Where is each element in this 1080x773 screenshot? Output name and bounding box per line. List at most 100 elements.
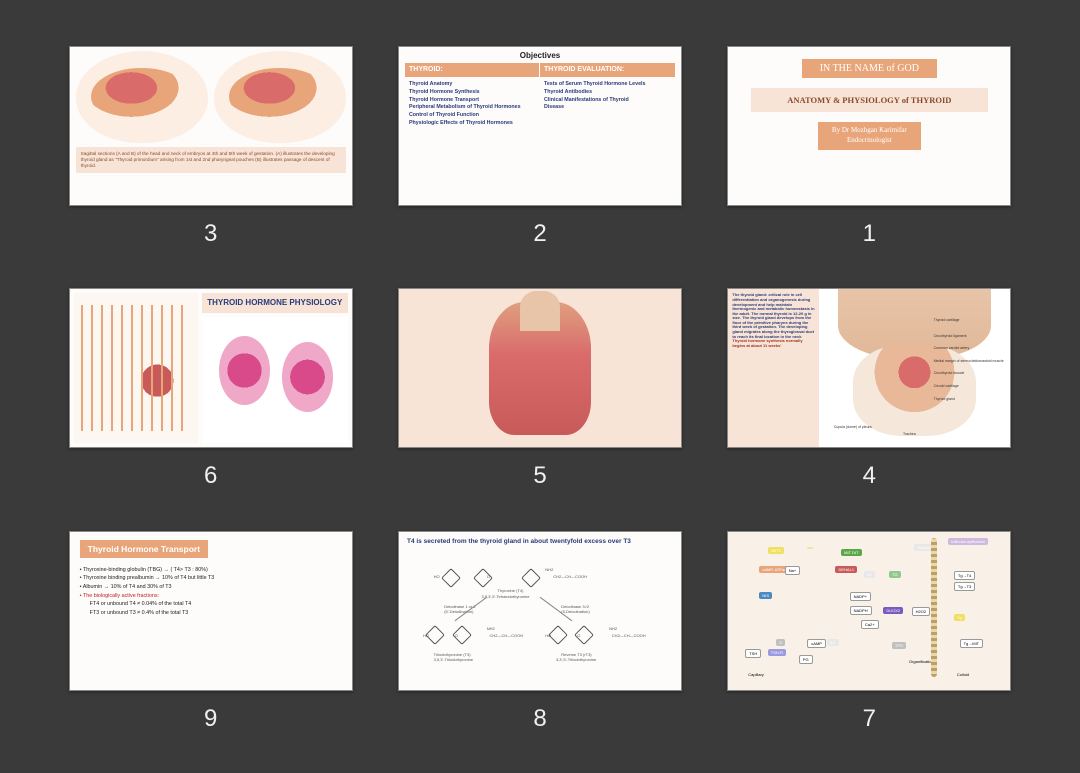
author-role: Endocrinologist (832, 136, 907, 146)
cell-7[interactable]: NKT1MIT DITDEHAL1HormonecAMP, ATPaseNa+N… (723, 531, 1016, 743)
pathway-box: follicular epithelium (948, 538, 988, 545)
cell-5[interactable]: 5 (393, 288, 686, 500)
slide6-right: THYROID HORMONE PHYSIOLOGY (202, 293, 348, 443)
cell-9[interactable]: Thyroid Hormone Transport Thyroxine-bind… (64, 531, 357, 743)
cell-2[interactable]: Objectives THYROID: THYROID EVALUATION: … (393, 46, 686, 258)
slide-number: 1 (863, 220, 876, 248)
list-item: Thyroxine-binding globulin (TBG) → ( T4>… (80, 566, 342, 575)
slide-number: 4 (863, 462, 876, 490)
slide-thumb-6: THYROID HORMONE PHYSIOLOGY (69, 288, 353, 448)
chem-label: CH2—CH—COOH (612, 633, 646, 638)
benzene-ring (441, 568, 461, 588)
list-item: Albumin → 10% of T4 and 30% of T3 (80, 583, 342, 592)
objectives-heading: Objectives (405, 51, 675, 60)
pathway-box: NIS (759, 592, 772, 599)
chem-label: Triiodothyronine (T3) (434, 652, 471, 657)
cell-3[interactable]: Sagittal sections (A and B) of the head … (64, 46, 357, 258)
pathway-box: cAMP (807, 639, 826, 648)
anatomy-label: Thyroid cartilage (934, 318, 960, 322)
chem-label: (5'-Deiodination) (444, 609, 473, 614)
cell-6[interactable]: THYROID HORMONE PHYSIOLOGY 6 (64, 288, 357, 500)
chem-label: 3,5,3',5'-Tetraiodothyronine (481, 594, 529, 599)
embryo-diagrams (76, 51, 346, 143)
slide-number: 6 (204, 462, 217, 490)
author-name: By Dr Mozhgan Karimifar (832, 126, 907, 136)
pathway-box: TG (889, 571, 901, 578)
author-block: By Dr Mozhgan Karimifar Endocrinologist (818, 122, 921, 150)
objectives-body: Thyroid Anatomy Thyroid Hormone Synthesi… (405, 77, 675, 131)
pathway-box: Capillary (745, 671, 767, 678)
pathway-box: NADP+ (850, 592, 871, 601)
slide-number: 2 (533, 220, 546, 248)
slide-number: 8 (533, 705, 546, 733)
pathway-box: AC (864, 571, 876, 578)
chem-label: Reverse T3 (rT3) (561, 652, 591, 657)
slide-number: 3 (204, 220, 217, 248)
slide-number: 7 (863, 705, 876, 733)
chem-label: (5-Deiodination) (561, 609, 589, 614)
slide6-title: THYROID HORMONE PHYSIOLOGY (202, 293, 348, 313)
cell-1[interactable]: IN THE NAME of GOD ANATOMY & PHYSIOLOGY … (723, 46, 1016, 258)
slide9-heading: Thyroid Hormone Transport (80, 540, 208, 558)
membrane-line (931, 538, 937, 677)
slide-thumb-3: Sagittal sections (A and B) of the head … (69, 46, 353, 206)
slide-thumb-5 (398, 288, 682, 448)
pathway-box: Tg→T3 (954, 582, 975, 591)
pathway-box: TSH (745, 649, 761, 658)
pathway-box: Tg→T4 (954, 571, 975, 580)
pathway-box: NADPH (850, 606, 872, 615)
pathway-box: Colloid (954, 671, 972, 678)
chem-label: HO (434, 574, 440, 579)
chemical-structures: HOONH2CH2—CH—COOHThyroxine (T4)3,5,3',5'… (407, 550, 673, 668)
anatomy-label: Cricothyroid muscle (934, 371, 965, 375)
chem-label: O (577, 633, 580, 638)
slide-number: 5 (533, 462, 546, 490)
pathway-box: PG (799, 655, 813, 664)
col1-head: THYROID: (405, 63, 540, 77)
pathway-box: DUOX2 (883, 607, 903, 614)
cell-4[interactable]: The thyroid gland: critical role in cell… (723, 288, 1016, 500)
slide4-highlight: Thyroid hormone synthesis normally begin… (732, 338, 802, 348)
pathway-box: Tg (954, 614, 965, 621)
chem-label: O (487, 574, 490, 579)
slide-thumb-1: IN THE NAME of GOD ANATOMY & PHYSIOLOGY … (727, 46, 1011, 206)
slide3-caption: Sagittal sections (A and B) of the head … (76, 147, 346, 173)
list-item: FT3 or unbound T3 ≠ 0.4% of the total T3 (80, 609, 342, 618)
slide4-body: The thyroid gland: critical role in cell… (732, 292, 814, 338)
slide-thumb-7: NKT1MIT DITDEHAL1HormonecAMP, ATPaseNa+N… (727, 531, 1011, 691)
list-item: The biologically active fractions: (80, 592, 342, 601)
pathway-box: Na+ (785, 566, 800, 575)
pathway-box: NKT1 (768, 547, 784, 554)
title-banner: IN THE NAME of GOD (802, 59, 937, 78)
pathway-box: MIT DIT (841, 549, 861, 556)
physiology-diagram (74, 293, 198, 443)
chem-label: HO (545, 633, 551, 638)
anatomy-label: Cricoid cartilage (934, 384, 959, 388)
neck-anatomy: Thyroid cartilageCricothyroid ligamentCo… (819, 289, 1011, 447)
chem-label: 3,5,3'-Triiodothyronine (434, 657, 474, 662)
pathway-box: TPO (892, 642, 906, 649)
larynx-illustration (489, 302, 591, 435)
follicle-image (202, 317, 348, 443)
chem-label: 3,3',5'-Triiodothyronine (556, 657, 596, 662)
anatomy-label: Cricothyroid ligament (934, 334, 967, 338)
pathway-box: TSH-R (768, 649, 786, 656)
chem-label: Thyroxine (T4) (497, 588, 523, 593)
list-item: Thyroxine binding prealbumin → 10% of T4… (80, 574, 342, 583)
col1-body: Thyroid Anatomy Thyroid Hormone Synthesi… (405, 77, 540, 131)
cell-8[interactable]: T4 is secreted from the thyroid gland in… (393, 531, 686, 743)
benzene-ring (521, 568, 541, 588)
embryo-b (214, 51, 346, 143)
slide-thumb-9: Thyroid Hormone Transport Thyroxine-bind… (69, 531, 353, 691)
chem-label: CH2—CH—COOH (553, 574, 587, 579)
benzene-ring (473, 568, 493, 588)
pathway-box: Tg→MIT (960, 639, 984, 648)
chem-label: NH2 (545, 567, 553, 572)
pathway-box: Ca2+ (861, 620, 879, 629)
col2-head: THYROID EVALUATION: (540, 63, 675, 77)
slide-thumb-2: Objectives THYROID: THYROID EVALUATION: … (398, 46, 682, 206)
slide8-caption: T4 is secreted from the thyroid gland in… (407, 538, 673, 546)
slide-number: 9 (204, 705, 217, 733)
pathway-box: DEHAL1 (835, 566, 857, 573)
chem-label: NH2 (609, 626, 617, 631)
